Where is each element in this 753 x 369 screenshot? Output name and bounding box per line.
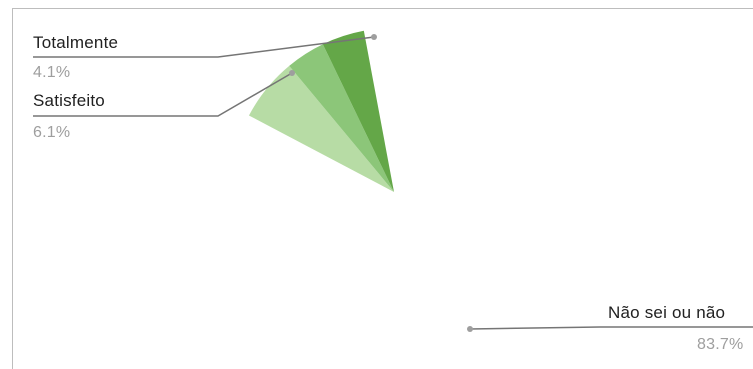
- chart-border-left: [12, 8, 13, 369]
- slice-nao-sei: [229, 27, 559, 357]
- leader-dot-totalmente: [371, 34, 377, 40]
- leader-line-satisfeito: [33, 72, 293, 117]
- slice-satisfeito: [248, 65, 394, 192]
- leader-lines: [33, 34, 753, 332]
- leader-dot-nao-sei: [467, 326, 473, 332]
- slice-label-totalmente: Totalmente: [33, 33, 119, 52]
- pie-slices: [229, 27, 559, 357]
- slice-percent-satisfeito: 6.1%: [33, 124, 71, 141]
- slice-totalmente: [322, 30, 394, 193]
- slice-percent-totalmente: 4.1%: [33, 64, 71, 81]
- leader-line-totalmente: [33, 36, 375, 58]
- slice-label-nao-sei: Não sei ou não: [608, 303, 726, 322]
- slice-middle: [289, 44, 394, 193]
- leader-dot-satisfeito: [289, 70, 295, 76]
- leader-line-nao-sei: [469, 326, 753, 330]
- slice-percent-nao-sei: 83.7%: [697, 336, 744, 353]
- chart-border-top: [12, 8, 753, 9]
- slice-label-satisfeito: Satisfeito: [33, 91, 105, 110]
